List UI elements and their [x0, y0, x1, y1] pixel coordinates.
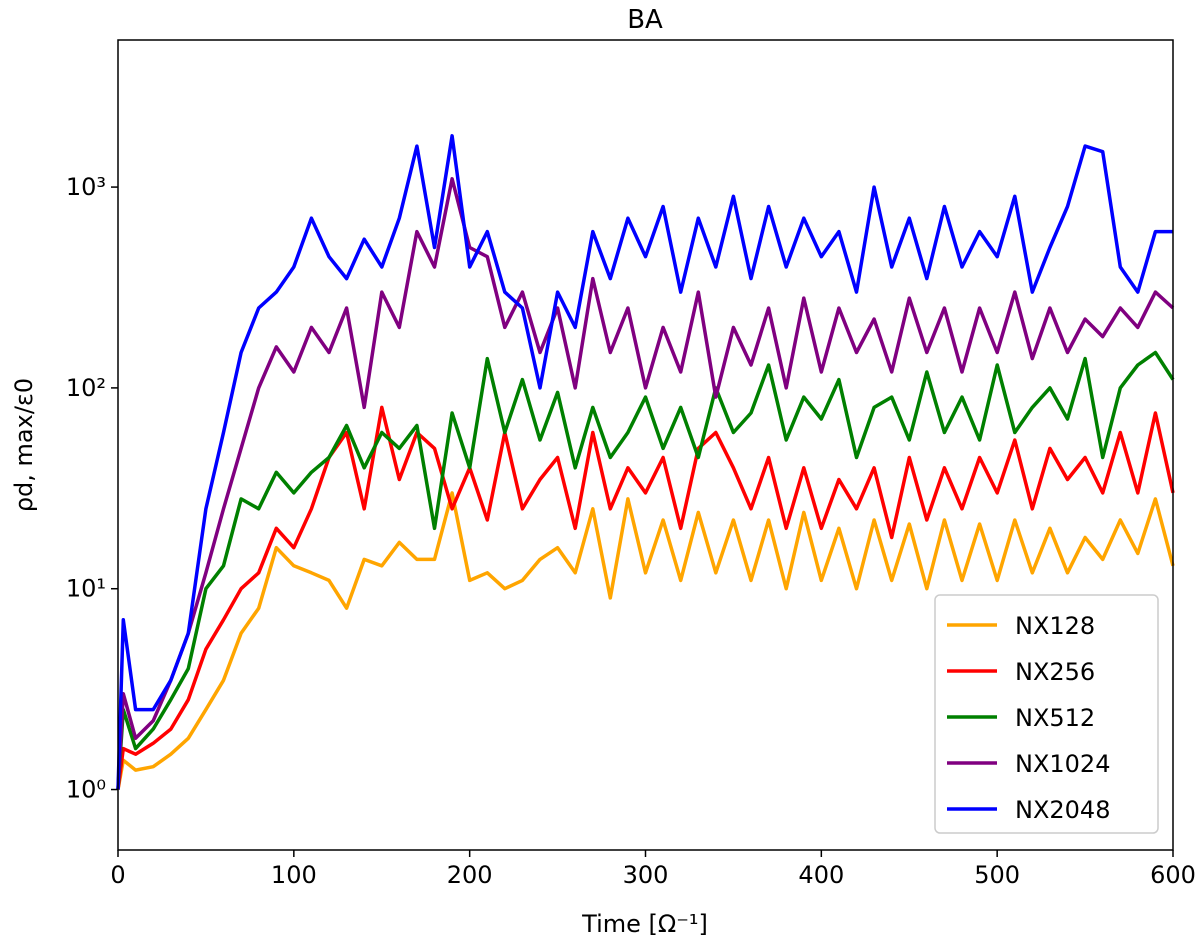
y-tick-label: 10² — [66, 374, 106, 402]
legend: NX128 NX256 NX512 NX1024 NX2048 — [934, 594, 1159, 834]
data-line — [116, 177, 1175, 790]
legend-label: NX1024 — [1015, 750, 1110, 778]
legend-label: NX512 — [1015, 704, 1095, 732]
x-tick-label: 0 — [110, 861, 125, 889]
chart-title: BA — [627, 5, 663, 35]
x-tick-label: 200 — [447, 861, 493, 889]
data-line — [116, 134, 1173, 790]
y-tick-label: 10³ — [66, 173, 106, 201]
data-line — [116, 350, 1175, 790]
x-tick-label: 500 — [974, 861, 1020, 889]
y-tick-label: 10⁰ — [66, 776, 106, 804]
x-tick-label: 400 — [798, 861, 844, 889]
x-tick-label: 600 — [1150, 861, 1196, 889]
y-axis-label: ρd, max/ε0 — [10, 378, 38, 512]
data-line — [116, 405, 1175, 790]
legend-label: NX2048 — [1015, 796, 1110, 824]
legend-box — [934, 594, 1159, 834]
data-line — [116, 491, 1175, 790]
legend-label: NX256 — [1015, 658, 1095, 686]
y-tick-label: 10¹ — [66, 575, 106, 603]
x-tick-label: 100 — [271, 861, 317, 889]
x-axis-label: Time [Ω⁻¹] — [581, 910, 708, 938]
legend-label: NX128 — [1015, 612, 1095, 640]
x-tick-label: 300 — [623, 861, 669, 889]
